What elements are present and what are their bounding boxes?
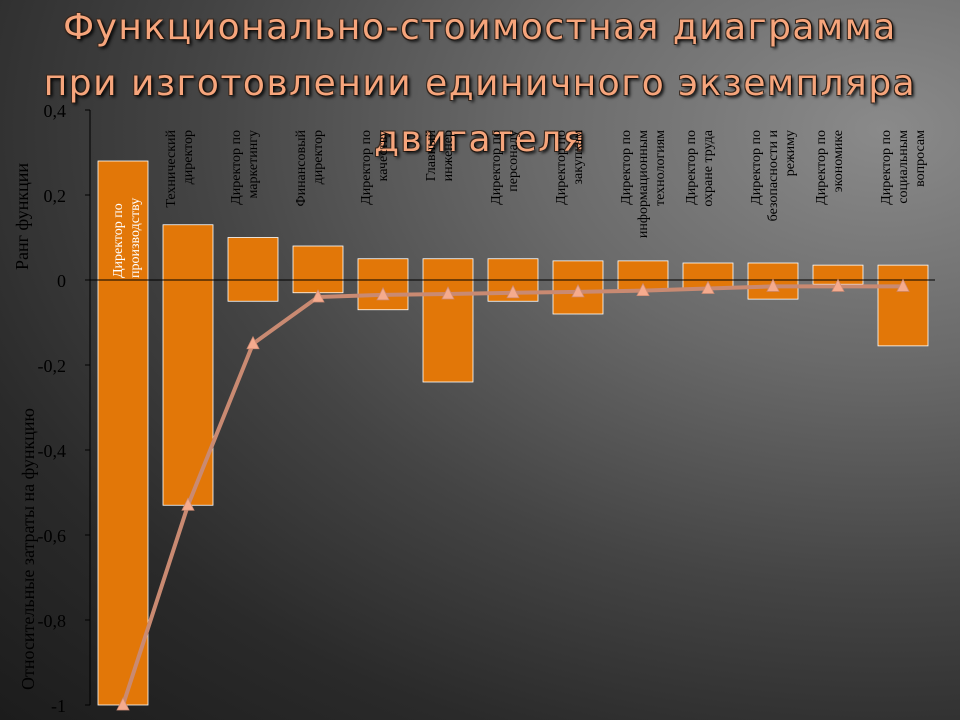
rank-bar [162,224,214,281]
y-tick-label: -1 [51,696,66,716]
line-marker [441,286,455,300]
category-label-line: Директор по [814,130,829,205]
category-label-line: Директор по [684,130,699,205]
line-marker [376,286,390,301]
y-tick-label: 0,2 [44,186,67,206]
line-marker [766,278,780,292]
line-marker [311,289,325,303]
category-label-line: Директор по [111,203,126,278]
rank-bar [747,262,799,281]
category-label: Директор по информационным технологиям [619,130,668,238]
category-label-line: качеству [376,130,391,181]
category-label: Финансовый директор [294,130,326,207]
category-label-line: Директор по [554,130,569,205]
rank-bar [422,258,474,281]
category-label-line: Директор по [489,130,504,205]
category-label-line: Директор по [619,130,634,205]
y-tick-label: -0,6 [38,526,67,546]
cost-bar [227,279,279,302]
bars-group [97,160,929,706]
cumulative-line [121,284,903,706]
category-label-line: инженер [441,130,456,181]
category-label-line: социальным [896,130,911,204]
category-label: Технический директор [164,129,196,207]
category-label: Директор по маркетингу [229,130,261,205]
rank-bar [292,245,344,281]
category-label-line: вопросам [913,130,928,187]
y-axis: 0,4 0,2 0 -0,2 -0,4 -0,6 -0,8 -1 [38,101,935,716]
y-tick-label: -0,2 [38,356,67,376]
category-label-line: безопасности и [766,130,781,222]
category-label-line: охране труда [701,129,716,206]
category-label-line: Финансовый [294,130,309,207]
y-tick-label: 0,4 [44,101,67,121]
rank-bar [877,264,929,281]
category-label-line: Директор по [749,130,764,205]
category-label-line: Главный [424,130,439,182]
rank-bar [97,160,149,281]
category-label: Директор по производству [111,198,143,278]
chart-title: Функционально-стоимостная диаграмма при … [0,0,960,168]
category-label-line: Директор по [879,130,894,205]
category-label: Директор по закупкам [554,130,586,205]
line-marker [116,697,130,711]
category-label-line: директор [181,130,196,184]
title-line-3: двигателя [374,119,586,160]
category-label-line: экономике [831,130,846,192]
category-label: Директор по экономике [814,130,846,205]
category-label-line: закупкам [571,130,586,185]
y-tick-label: -0,8 [38,611,67,631]
line-marker [506,284,520,299]
category-label: Директор по безопасности и режиму [749,130,798,222]
line-marker [701,280,715,294]
category-label-line: производству [128,198,143,278]
category-label-line: информационным [636,130,651,238]
line-marker [246,335,260,350]
rank-bar [812,264,864,281]
category-label-line: директор [311,130,326,184]
rank-bar [552,260,604,281]
category-label-line: маркетингу [246,130,261,199]
title-line-2: при изготовлении единичного экземпляра [43,63,917,104]
line-marker [831,278,845,292]
cost-bar [97,279,149,706]
title-line-1: Функционально-стоимостная диаграмма [63,7,897,48]
line-marker [636,282,650,297]
line-marker [896,278,910,292]
y-tick-label: 0 [57,271,66,291]
line-marker [571,284,585,298]
y-axis-label-top: Ранг функции [12,163,32,270]
category-label: Директор по качеству [359,130,391,205]
category-label-line: персоналу [506,130,521,192]
rank-bar [487,258,539,281]
category-label: Главный инженер [424,130,456,182]
cumulative-line-group [116,278,910,711]
line-marker [181,497,195,511]
rank-bar [357,258,409,281]
category-label: Директор по персоналу [489,130,521,205]
category-label: Директор по охране труда [684,129,716,206]
rank-bar [227,237,279,281]
cost-bar [162,279,214,506]
category-label-line: технологиям [653,130,668,206]
rank-bar [617,260,669,281]
category-label-line: Технический [164,129,179,207]
category-label-line: Директор по [359,130,374,205]
category-label: Директор по социальным вопросам [879,130,928,205]
y-axis-label-bottom: Относительные затраты на функцию [18,408,38,690]
category-label-line: режиму [783,130,798,176]
y-tick-label: -0,4 [38,441,67,461]
rank-bar [682,262,734,281]
category-label-line: Директор по [229,130,244,205]
